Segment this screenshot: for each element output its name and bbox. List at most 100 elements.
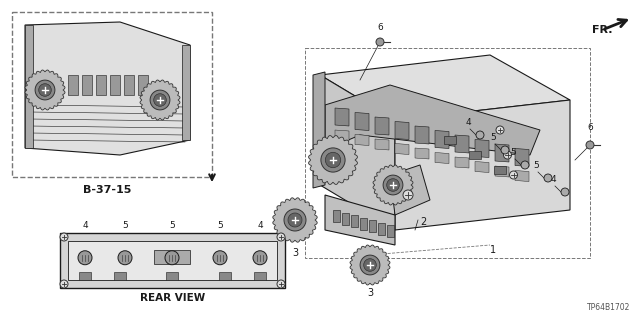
- Text: 1: 1: [490, 245, 496, 255]
- Circle shape: [150, 90, 170, 110]
- Polygon shape: [325, 85, 540, 155]
- Text: 3: 3: [292, 248, 298, 258]
- Text: B-37-15: B-37-15: [83, 185, 131, 195]
- Circle shape: [544, 174, 552, 182]
- Text: 6: 6: [377, 23, 383, 32]
- Bar: [154, 249, 190, 263]
- Bar: [378, 222, 385, 234]
- Bar: [68, 241, 277, 280]
- Circle shape: [277, 233, 285, 241]
- Polygon shape: [455, 157, 469, 168]
- Polygon shape: [140, 80, 180, 120]
- Bar: [124, 75, 134, 95]
- Text: 5: 5: [533, 161, 539, 170]
- Bar: [79, 271, 91, 279]
- Circle shape: [561, 188, 569, 196]
- Circle shape: [364, 259, 376, 271]
- Text: 3: 3: [367, 288, 373, 298]
- Bar: [68, 75, 78, 95]
- Polygon shape: [435, 130, 449, 149]
- Bar: [82, 75, 92, 95]
- Bar: [360, 218, 367, 229]
- Text: 4: 4: [82, 221, 88, 230]
- Polygon shape: [415, 126, 429, 144]
- Polygon shape: [308, 136, 357, 184]
- Text: 2: 2: [420, 217, 426, 227]
- Polygon shape: [335, 130, 349, 141]
- Polygon shape: [395, 122, 409, 139]
- Polygon shape: [25, 22, 190, 155]
- Polygon shape: [273, 198, 317, 242]
- Polygon shape: [475, 139, 489, 158]
- Bar: [110, 75, 120, 95]
- Circle shape: [284, 209, 306, 231]
- Bar: [138, 75, 148, 95]
- Polygon shape: [390, 165, 430, 215]
- Text: FR.: FR.: [592, 25, 612, 35]
- Circle shape: [165, 251, 179, 265]
- Polygon shape: [375, 139, 389, 150]
- Polygon shape: [373, 165, 413, 205]
- Circle shape: [325, 152, 340, 168]
- Circle shape: [60, 280, 68, 288]
- Circle shape: [288, 213, 302, 227]
- Circle shape: [376, 38, 384, 46]
- Text: 4: 4: [465, 118, 471, 127]
- Polygon shape: [320, 75, 395, 230]
- Bar: [219, 271, 231, 279]
- Circle shape: [253, 251, 267, 265]
- Text: 5: 5: [217, 221, 223, 230]
- Circle shape: [118, 251, 132, 265]
- Circle shape: [35, 80, 55, 100]
- Bar: [96, 75, 106, 95]
- Circle shape: [476, 131, 484, 139]
- Polygon shape: [395, 100, 570, 230]
- Polygon shape: [25, 70, 65, 110]
- Text: 5: 5: [169, 221, 175, 230]
- Polygon shape: [313, 72, 325, 188]
- Circle shape: [403, 190, 413, 200]
- Bar: [166, 271, 178, 279]
- Text: 6: 6: [587, 123, 593, 132]
- Text: REAR VIEW: REAR VIEW: [140, 293, 205, 303]
- Circle shape: [277, 280, 285, 288]
- Circle shape: [521, 161, 529, 169]
- Polygon shape: [355, 113, 369, 130]
- Circle shape: [586, 141, 594, 149]
- Bar: [254, 271, 266, 279]
- Text: 5: 5: [122, 221, 128, 230]
- Polygon shape: [375, 117, 389, 135]
- Bar: [333, 210, 340, 222]
- Polygon shape: [435, 152, 449, 164]
- Polygon shape: [475, 161, 489, 173]
- Circle shape: [387, 179, 399, 191]
- Circle shape: [38, 84, 51, 96]
- Polygon shape: [495, 144, 509, 162]
- Circle shape: [360, 255, 380, 275]
- Polygon shape: [455, 135, 469, 153]
- Bar: [444, 136, 456, 144]
- Text: 5: 5: [490, 133, 496, 142]
- Circle shape: [509, 171, 518, 179]
- Polygon shape: [335, 108, 349, 126]
- Bar: [351, 215, 358, 227]
- Polygon shape: [415, 148, 429, 159]
- Circle shape: [321, 148, 345, 172]
- Circle shape: [504, 151, 511, 159]
- Text: 4: 4: [257, 221, 263, 230]
- Polygon shape: [325, 195, 395, 245]
- Bar: [12, 12, 212, 177]
- Bar: [60, 233, 285, 288]
- Polygon shape: [515, 170, 529, 182]
- Circle shape: [78, 251, 92, 265]
- Polygon shape: [355, 135, 369, 145]
- Circle shape: [496, 126, 504, 134]
- Bar: [369, 220, 376, 232]
- Bar: [25, 25, 33, 148]
- Bar: [469, 151, 481, 159]
- Bar: [494, 166, 506, 174]
- Bar: [114, 271, 126, 279]
- Circle shape: [213, 251, 227, 265]
- Polygon shape: [320, 55, 570, 120]
- Text: 4: 4: [550, 175, 556, 184]
